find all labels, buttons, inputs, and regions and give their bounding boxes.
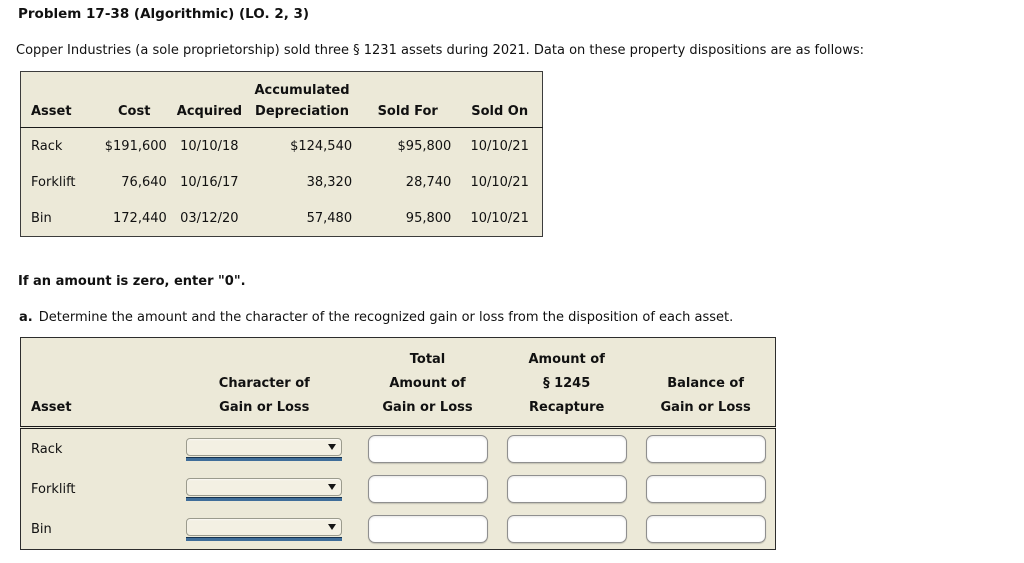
zero-amount-note: If an amount is zero, enter "0".: [18, 274, 246, 289]
table-row: Rack $191,600 10/10/18 $124,540 $95,800 …: [21, 128, 543, 165]
balance-gain-or-loss-input[interactable]: [645, 515, 766, 543]
cell-acquired: 10/16/17: [180, 174, 239, 190]
table-row: Forklift 76,640 10/16/17 38,320 28,740 1…: [21, 164, 543, 200]
balance-gain-or-loss-input[interactable]: [645, 435, 766, 463]
header-asset: Asset: [20, 337, 171, 429]
part-a-text: Determine the amount and the character o…: [38, 310, 734, 325]
header-character-of-gain-or-loss: Character of Gain or Loss: [170, 337, 358, 429]
cell-accumulated-depreciation: $124,540: [290, 138, 353, 154]
section-1245-recapture-input[interactable]: [506, 475, 627, 503]
cell-acquired: 03/12/20: [180, 210, 239, 226]
cell-sold-on: 10/10/21: [470, 174, 529, 190]
cell-asset: Rack: [31, 138, 63, 154]
part-a-instruction: a. Determine the amount and the character…: [19, 310, 1024, 325]
dropdown-arrow-icon: [328, 523, 337, 530]
table-row: Forklift: [21, 469, 776, 509]
table-row: Rack: [21, 428, 776, 470]
section-1245-recapture-input[interactable]: [506, 435, 627, 463]
header-section-1245-recapture: Amount of § 1245 Recapture: [497, 337, 637, 429]
header-total-amount-of-gain-or-loss: Total Amount of Gain or Loss: [357, 337, 498, 429]
table-row: Bin 172,440 03/12/20 57,480 95,800 10/10…: [21, 200, 543, 237]
section-1245-recapture-input[interactable]: [506, 515, 627, 543]
cell-sold-on: 10/10/21: [470, 138, 529, 154]
cell-cost: 76,640: [121, 174, 167, 190]
cell-sold-for: $95,800: [397, 138, 452, 154]
cell-sold-on: 10/10/21: [470, 210, 529, 226]
cell-cost: $191,600: [104, 138, 167, 154]
cell-asset: Rack: [31, 441, 63, 457]
character-gain-or-loss-select[interactable]: [186, 517, 343, 541]
cell-sold-for: 95,800: [405, 210, 452, 226]
header-balance-of-gain-or-loss: Balance of Gain or Loss: [636, 337, 776, 429]
select-underline: [186, 456, 343, 461]
cell-cost: 172,440: [113, 210, 167, 226]
cell-asset: Forklift: [31, 174, 76, 190]
header-accumulated-depreciation: Accumulated Depreciation: [245, 71, 359, 128]
header-acquired: Acquired: [172, 71, 246, 128]
disposition-table: Asset Cost Acquired Accumulated Deprecia…: [20, 71, 543, 237]
dropdown-arrow-icon: [328, 443, 337, 450]
header-cost: Cost: [95, 71, 173, 128]
answer-table: Asset Character of Gain or Loss Total Am…: [20, 337, 776, 550]
balance-gain-or-loss-input[interactable]: [645, 475, 766, 503]
cell-sold-for: 28,740: [405, 174, 452, 190]
header-sold-on: Sold On: [457, 71, 543, 128]
character-gain-or-loss-select[interactable]: [186, 477, 343, 501]
cell-asset: Bin: [31, 521, 52, 537]
disposition-header-row: Asset Cost Acquired Accumulated Deprecia…: [20, 71, 543, 128]
total-gain-or-loss-input[interactable]: [367, 435, 488, 463]
select-underline: [186, 536, 343, 541]
cell-asset: Bin: [31, 210, 52, 226]
total-gain-or-loss-input[interactable]: [367, 475, 488, 503]
table-row: Bin: [21, 509, 776, 550]
header-sold-for: Sold For: [358, 71, 458, 128]
cell-asset: Forklift: [31, 481, 76, 497]
cell-accumulated-depreciation: 57,480: [306, 210, 353, 226]
header-asset: Asset: [20, 71, 96, 128]
problem-intro-text: Copper Industries (a sole proprietorship…: [16, 43, 864, 58]
part-a-label: a.: [19, 310, 33, 325]
select-underline: [186, 496, 343, 501]
total-gain-or-loss-input[interactable]: [367, 515, 488, 543]
cell-acquired: 10/10/18: [180, 138, 239, 154]
character-gain-or-loss-select[interactable]: [186, 437, 343, 461]
cell-accumulated-depreciation: 38,320: [306, 174, 353, 190]
dropdown-arrow-icon: [328, 483, 337, 490]
problem-title: Problem 17-38 (Algorithmic) (LO. 2, 3): [18, 6, 310, 22]
answer-header-row: Asset Character of Gain or Loss Total Am…: [20, 337, 776, 429]
